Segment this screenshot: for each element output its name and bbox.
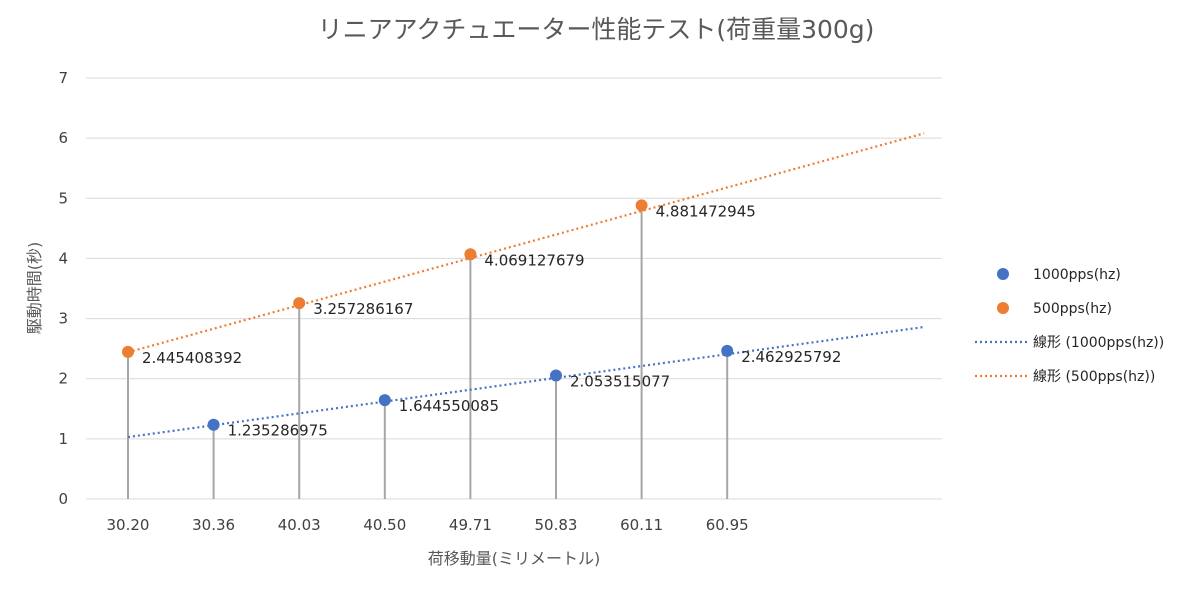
data-label: 1.644550085 [399, 397, 499, 415]
trendlines [127, 132, 925, 439]
y-tick-label: 1 [58, 430, 68, 448]
gridlines [86, 77, 942, 500]
x-tick-label: 60.95 [706, 516, 749, 534]
y-tick-labels: 0 1 2 3 4 5 6 7 [58, 69, 68, 508]
x-tick-label: 60.11 [620, 516, 663, 534]
legend-label: 500pps(hz) [1033, 301, 1112, 317]
x-axis-title: 荷移動量(ミリメートル) [428, 549, 601, 568]
x-tick-label: 49.71 [449, 516, 492, 534]
legend-label: 線形 (1000pps(hz)) [1033, 335, 1164, 351]
x-tick-label: 40.03 [278, 516, 321, 534]
x-tick-labels: 30.20 30.36 40.03 40.50 49.71 50.83 60.11 60.95 [107, 516, 749, 534]
x-tick-label: 40.50 [363, 516, 406, 534]
legend: 1000pps(hz) 500pps(hz) 線形 (1000pps(hz)) 線形 … [975, 267, 1164, 385]
legend-marker [997, 268, 1009, 280]
legend-label: 1000pps(hz) [1033, 267, 1121, 283]
data-point [550, 369, 562, 382]
drop-lines [127, 205, 729, 499]
data-label: 3.257286167 [313, 300, 413, 318]
data-point [378, 394, 391, 407]
legend-label: 線形 (500pps(hz)) [1033, 369, 1155, 385]
data-point [464, 248, 477, 261]
y-tick-label: 0 [58, 490, 68, 508]
x-tick-label: 30.20 [107, 516, 150, 534]
y-tick-label: 5 [58, 189, 68, 207]
data-point [207, 418, 220, 431]
data-point [122, 345, 134, 358]
y-tick-label: 3 [58, 310, 68, 328]
data-label: 2.462925792 [741, 348, 841, 366]
data-label: 2.053515077 [570, 372, 670, 390]
data-label: 4.881472945 [656, 202, 756, 220]
data-points [122, 199, 734, 431]
data-label: 1.235286975 [228, 422, 328, 440]
data-label: 4.069127679 [484, 251, 584, 269]
data-point [635, 199, 648, 212]
x-tick-label: 50.83 [535, 516, 578, 534]
data-point [721, 344, 734, 357]
trendline [127, 325, 925, 439]
data-label: 2.445408392 [142, 349, 242, 367]
y-tick-label: 2 [58, 370, 68, 388]
y-tick-label: 7 [58, 69, 68, 87]
y-tick-label: 6 [58, 129, 68, 147]
data-labels: 1.235286975 1.644550085 2.053515077 2.46292… [142, 202, 841, 439]
legend-marker [997, 302, 1009, 314]
trendline [127, 132, 925, 354]
chart-title: リニアアクチュエーター性能テスト(荷重量300g) [317, 15, 875, 44]
x-tick-label: 30.36 [192, 516, 235, 534]
data-point [293, 297, 306, 310]
y-tick-label: 4 [58, 249, 68, 267]
y-axis-title: 駆動時間(秒) [25, 242, 44, 335]
